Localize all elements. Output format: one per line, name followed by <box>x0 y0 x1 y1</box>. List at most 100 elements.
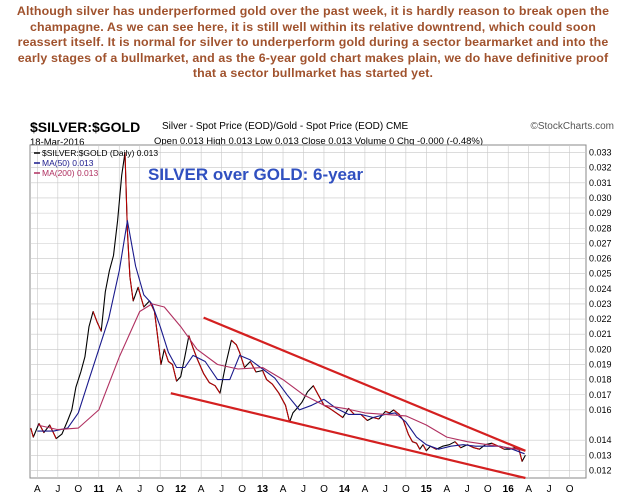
x-tick-label: J <box>219 484 224 495</box>
y-tick-label: 0.012 <box>589 465 612 475</box>
x-tick-label: J <box>55 484 60 495</box>
price-down-segment <box>235 344 241 353</box>
price-down-segment <box>49 424 57 439</box>
y-tick-label: 0.016 <box>589 405 612 415</box>
price-down-segment <box>360 414 368 421</box>
price-down-segment <box>266 379 273 385</box>
price-down-segment <box>168 361 173 365</box>
y-tick-label: 0.014 <box>589 435 612 445</box>
price-down-segment <box>249 361 257 373</box>
price-down-segment <box>96 321 102 332</box>
x-tick-label: A <box>362 484 369 495</box>
x-tick-label: J <box>547 484 552 495</box>
x-tick-label: O <box>156 484 164 495</box>
price-down-segment <box>278 392 286 406</box>
x-tick-label: 14 <box>339 484 351 495</box>
price-down-segment <box>129 276 134 301</box>
price-down-segment <box>171 364 178 382</box>
legend-label: $SILVER:$GOLD (Daily) 0.013 <box>42 148 158 158</box>
x-tick-label: 13 <box>257 484 269 495</box>
ma50-line <box>37 220 525 455</box>
price-down-segment <box>231 339 237 346</box>
price-down-segment <box>393 409 400 415</box>
x-tick-label: J <box>383 484 388 495</box>
x-tick-label: O <box>238 484 246 495</box>
ohlc-readout: Open 0.013 High 0.013 Low 0.013 Close 0.… <box>154 136 484 147</box>
legend-label: MA(200) 0.013 <box>42 168 98 178</box>
ma200-line <box>37 303 526 452</box>
channel-lower-line <box>170 392 526 480</box>
y-tick-label: 0.023 <box>589 299 612 309</box>
x-tick-label: O <box>320 484 328 495</box>
price-down-segment <box>312 385 319 395</box>
y-tick-label: 0.033 <box>589 148 612 158</box>
y-tick-label: 0.026 <box>589 254 612 264</box>
series-lines <box>30 152 526 480</box>
price-down-segment <box>124 152 128 232</box>
y-tick-label: 0.018 <box>589 375 612 385</box>
chart-description: Silver - Spot Price (EOD)/Gold - Spot Pr… <box>162 121 409 132</box>
y-tick-label: 0.029 <box>589 208 612 218</box>
plot-frame <box>29 144 587 479</box>
x-tick-label: O <box>74 484 82 495</box>
price-down-segment <box>196 358 205 374</box>
x-tick-label: A <box>198 484 205 495</box>
price-down-segment <box>262 370 268 380</box>
x-tick-label: 12 <box>175 484 187 495</box>
y-axis-labels: 0.012 0.013 0.014 0.016 0.017 0.018 0.019 0.020… <box>589 148 612 476</box>
price-down-segment <box>518 449 523 462</box>
commentary-text: Although silver has underperformed gold … <box>16 4 610 81</box>
price-down-segment <box>335 412 344 418</box>
chart-date: 18-Mar-2016 <box>30 137 85 148</box>
x-tick-label: J <box>301 484 306 495</box>
x-tick-label: A <box>443 484 450 495</box>
channel-upper-line <box>203 316 526 452</box>
price-down-segment <box>317 394 325 406</box>
x-tick-label: O <box>402 484 410 495</box>
price-down-segment <box>412 441 417 444</box>
price-down-segment <box>30 427 34 438</box>
price-down-segment <box>209 382 216 387</box>
price-down-segment <box>137 287 145 308</box>
price-down-segment <box>214 385 221 394</box>
x-tick-label: J <box>137 484 142 495</box>
x-tick-label: O <box>484 484 492 495</box>
price-down-segment <box>407 433 413 442</box>
price-down-segment <box>126 231 131 277</box>
x-tick-label: 16 <box>503 484 515 495</box>
y-tick-label: 0.028 <box>589 223 612 233</box>
y-tick-label: 0.030 <box>589 193 612 203</box>
price-down-segment <box>271 383 280 394</box>
y-tick-label: 0.020 <box>589 344 612 354</box>
price-down-segment <box>203 373 210 383</box>
price-down-segment <box>422 444 427 451</box>
price-down-segment <box>385 410 390 414</box>
x-tick-label: O <box>566 484 574 495</box>
price-down-segment <box>454 441 462 449</box>
price-down-segment <box>473 447 480 450</box>
x-tick-label: A <box>280 484 287 495</box>
price-down-segment <box>92 311 98 323</box>
price-down-segment <box>239 352 246 368</box>
price-down-segment <box>402 420 409 435</box>
price-down-segment <box>157 337 162 365</box>
x-tick-label: 15 <box>421 484 433 495</box>
y-tick-label: 0.021 <box>589 329 612 339</box>
price-down-segment <box>153 311 159 338</box>
x-tick-label: A <box>34 484 41 495</box>
y-tick-label: 0.025 <box>589 269 612 279</box>
stockcharts-brand[interactable]: ©StockCharts.com <box>530 121 614 132</box>
price-down-segment <box>163 349 169 362</box>
price-down-segment <box>329 407 337 414</box>
price-down-segment <box>284 405 291 423</box>
y-tick-label: 0.032 <box>589 163 612 173</box>
y-tick-label: 0.022 <box>589 314 612 324</box>
x-tick-label: J <box>465 484 470 495</box>
chart-symbol: $SILVER:$GOLD <box>30 119 141 135</box>
chart-title: SILVER over GOLD: 6-year <box>148 165 363 184</box>
y-tick-label: 0.027 <box>589 238 612 248</box>
y-tick-label: 0.031 <box>589 178 612 188</box>
y-tick-label: 0.019 <box>589 359 612 369</box>
